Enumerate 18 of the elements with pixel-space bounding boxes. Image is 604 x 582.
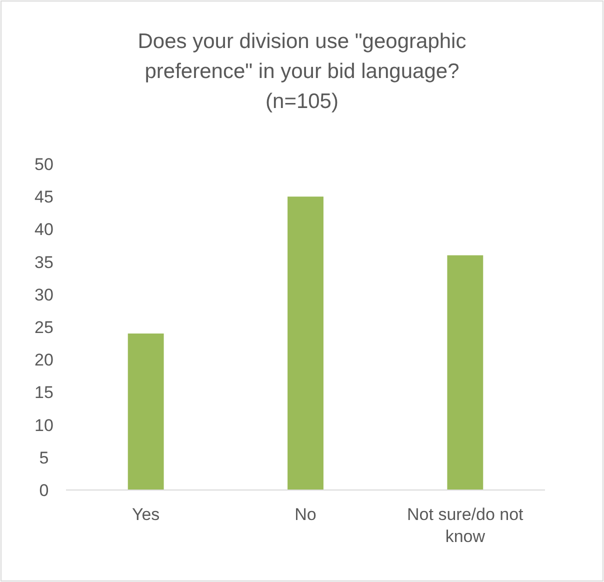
y-tick-label: 5 [39,448,49,468]
y-tick-label: 10 [34,416,54,435]
y-tick-label: 30 [34,285,54,304]
y-tick-label: 20 [34,350,54,370]
y-tick-label: 25 [34,318,54,337]
y-tick-label: 45 [34,188,54,207]
bar [128,334,164,490]
x-tick-label: Yes [132,505,160,524]
y-tick-label: 40 [34,220,54,240]
x-tick-label: No [294,505,316,524]
chart-title: Does your division use "geographic preference" in your bid language? (n=105) [138,30,466,113]
bar [447,255,484,490]
y-tick-label: 15 [34,383,54,402]
y-tick-label: 50 [34,154,54,174]
y-tick-label: 0 [39,480,49,500]
bar [288,196,324,490]
x-tick-label: Not sure/do not know [407,505,524,546]
y-tick-label: 35 [34,252,54,272]
